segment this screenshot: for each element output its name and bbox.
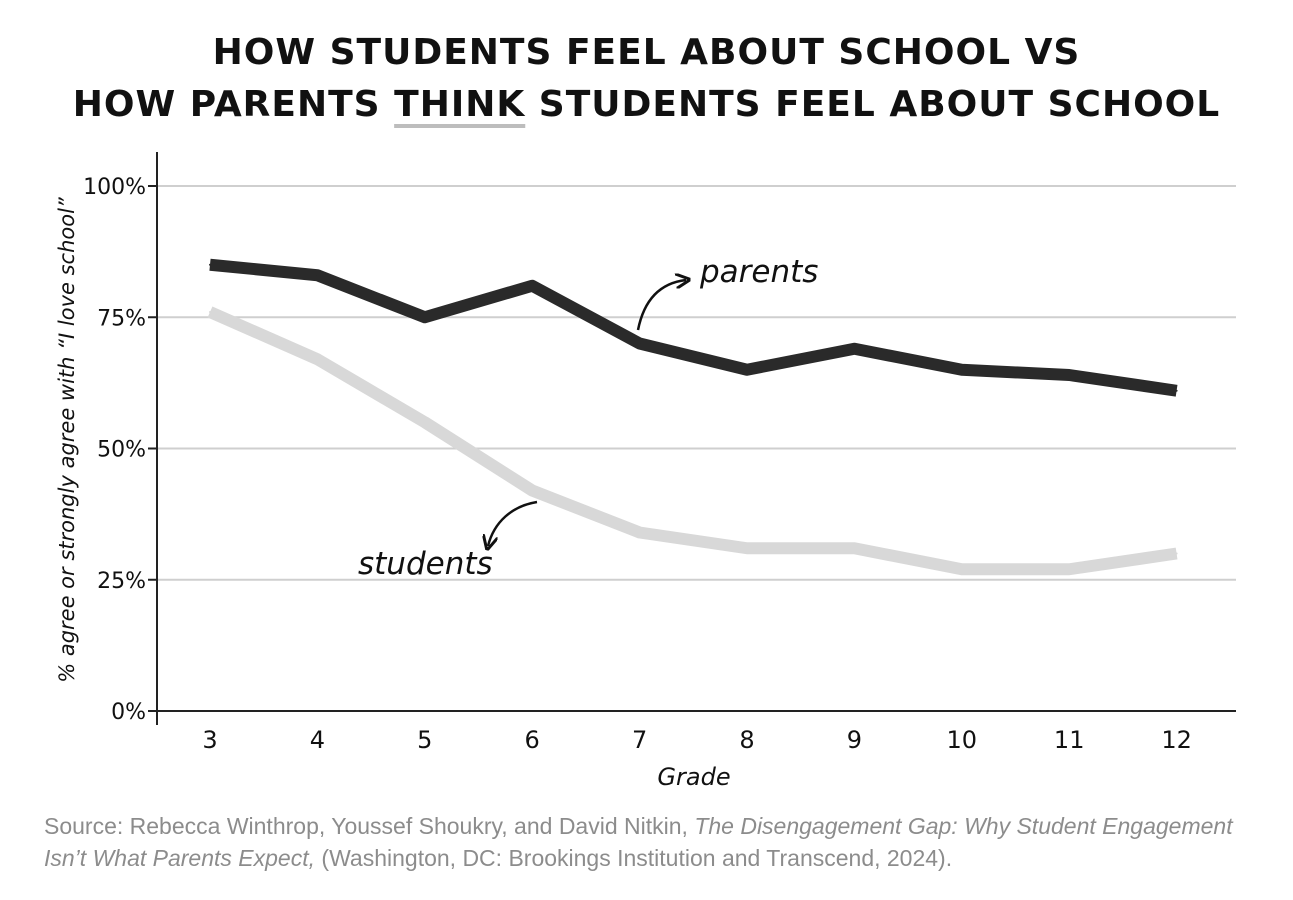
source-prefix: Source: Rebecca Winthrop, Youssef Shoukr… <box>44 813 695 839</box>
series-lines <box>207 258 1178 576</box>
students-point <box>531 489 534 492</box>
parents-point <box>746 368 748 371</box>
x-tick-label: 10 <box>947 726 978 754</box>
students-point <box>853 547 856 550</box>
parents-point <box>209 263 211 266</box>
parents-line <box>209 258 1178 397</box>
students-point <box>423 421 426 424</box>
y-tick-label: 25% <box>97 569 146 594</box>
y-tick-label: 0% <box>111 700 146 725</box>
students-point <box>960 568 963 571</box>
y-tick-labels: 0% 25% 50% 75% 100% <box>83 175 157 725</box>
title-emphasis: THINK <box>394 84 526 125</box>
x-tick-labels: 3 4 5 6 7 8 9 10 11 12 <box>202 726 1192 754</box>
chart-title-line-2: HOW PARENTS THINK STUDENTS FEEL ABOUT SC… <box>0 84 1293 125</box>
students-point <box>746 547 748 550</box>
students-point <box>638 531 641 534</box>
parents-series-label: parents <box>699 254 818 290</box>
source-suffix: (Washington, DC: Brookings Institution a… <box>315 845 953 871</box>
students-point <box>1068 568 1071 571</box>
line-chart: 0% 25% 50% 75% 100% 3 4 5 6 7 8 9 10 11 12 Grade % ag… <box>55 152 1236 791</box>
students-point <box>316 358 319 361</box>
students-point <box>209 311 211 313</box>
x-tick-label: 9 <box>847 726 862 754</box>
parents-point <box>853 347 856 350</box>
y-axis-label: % agree or strongly agree with “I love s… <box>55 196 79 683</box>
title-prefix: HOW PARENTS <box>72 84 395 125</box>
parents-point <box>638 342 641 345</box>
y-tick-label: 50% <box>97 438 146 463</box>
x-tick-label: 5 <box>417 726 432 754</box>
x-tick-label: 11 <box>1054 726 1085 754</box>
gridlines <box>157 185 1236 581</box>
x-tick-label: 6 <box>525 726 540 754</box>
parents-annotation-arrow <box>636 280 686 331</box>
students-point <box>1175 552 1178 555</box>
parents-point <box>531 284 534 287</box>
students-annotation-arrow <box>488 500 538 546</box>
y-tick-label: 75% <box>97 306 146 331</box>
chart-title-line-1: HOW STUDENTS FEEL ABOUT SCHOOL VS <box>212 32 1081 73</box>
y-tick-label: 100% <box>83 175 146 200</box>
source-citation: Source: Rebecca Winthrop, Youssef Shoukr… <box>44 810 1259 874</box>
x-tick-label: 4 <box>310 726 325 754</box>
parents-point <box>423 316 426 319</box>
x-tick-label: 3 <box>202 726 217 754</box>
source-title: The Disengagement Gap: Why Student Engag… <box>44 813 1233 871</box>
students-series-label: students <box>358 546 493 582</box>
parents-point <box>1175 389 1178 392</box>
x-tick-label: 8 <box>739 726 754 754</box>
students-line <box>207 306 1178 576</box>
x-axis-label: Grade <box>657 763 730 791</box>
x-tick-label: 12 <box>1161 726 1192 754</box>
title-suffix: STUDENTS FEEL ABOUT SCHOOL <box>525 84 1221 125</box>
parents-point <box>316 274 319 277</box>
x-tick-label: 7 <box>632 726 647 754</box>
parents-point <box>960 368 963 371</box>
parents-point <box>1068 374 1071 376</box>
